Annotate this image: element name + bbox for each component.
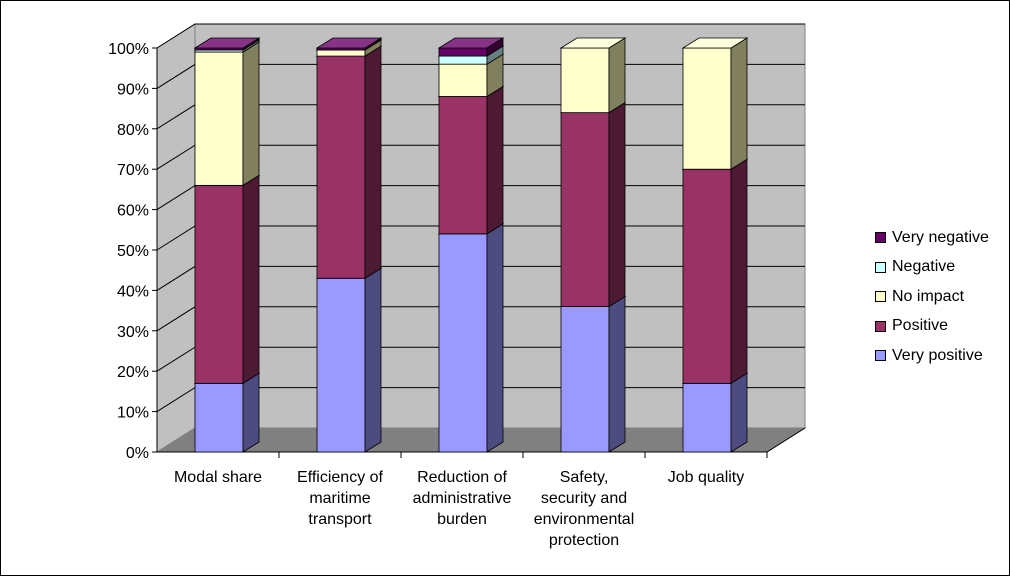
bar-very-positive bbox=[439, 234, 487, 452]
bar-very-negative bbox=[439, 48, 487, 56]
bar-very-positive bbox=[683, 383, 731, 452]
bar-very-positive bbox=[317, 278, 365, 452]
y-tick-label: 30% bbox=[117, 324, 149, 341]
bar-positive-side bbox=[731, 159, 747, 383]
bar-positive-side bbox=[487, 86, 503, 233]
bar-no-impact bbox=[561, 48, 609, 113]
bar-very-positive-side bbox=[243, 373, 259, 452]
legend-item: Very negative bbox=[875, 223, 1010, 253]
bar-negative bbox=[439, 56, 487, 64]
y-tick-label: 20% bbox=[117, 364, 149, 381]
legend-label: Positive bbox=[892, 317, 948, 335]
legend-swatch bbox=[875, 350, 886, 361]
bar-very-positive-side bbox=[487, 224, 503, 452]
legend-swatch bbox=[875, 291, 886, 302]
bar-no-impact bbox=[317, 50, 365, 56]
y-tick-label: 70% bbox=[117, 162, 149, 179]
x-category-label: Efficiency of bbox=[297, 469, 384, 486]
bar-very-positive-side bbox=[609, 297, 625, 452]
bar-positive bbox=[195, 185, 243, 383]
y-tick-label: 40% bbox=[117, 283, 149, 300]
bar-positive bbox=[561, 113, 609, 307]
x-category-label: transport bbox=[308, 511, 372, 528]
y-tick-label: 80% bbox=[117, 122, 149, 139]
bar-positive-side bbox=[365, 46, 381, 278]
legend-swatch bbox=[875, 262, 886, 273]
bar-positive bbox=[439, 96, 487, 233]
legend-label: No impact bbox=[892, 288, 964, 306]
legend-item: Positive bbox=[875, 312, 1010, 342]
legend-item: Very positive bbox=[875, 341, 1010, 371]
bar-no-impact-side bbox=[731, 38, 747, 169]
y-tick-label: 0% bbox=[126, 445, 149, 462]
x-category-label: Job quality bbox=[668, 469, 745, 486]
bar-very-positive-side bbox=[365, 268, 381, 452]
legend-swatch bbox=[875, 232, 886, 243]
bar-no-impact bbox=[439, 64, 487, 96]
legend-label: Negative bbox=[892, 258, 955, 276]
legend: Very negative Negative No impact Positive Ve… bbox=[875, 223, 1010, 371]
y-tick-label: 10% bbox=[117, 405, 149, 422]
x-category-label: maritime bbox=[309, 490, 370, 507]
bar-positive bbox=[683, 169, 731, 383]
x-category-label: protection bbox=[549, 532, 619, 549]
bar-no-impact bbox=[195, 52, 243, 185]
bar-very-positive-side bbox=[731, 373, 747, 452]
bar-positive-side bbox=[243, 175, 259, 383]
legend-item: No impact bbox=[875, 282, 1010, 312]
x-category-label: Reduction of bbox=[417, 469, 507, 486]
bar-very-positive bbox=[195, 383, 243, 452]
bar-very-positive bbox=[561, 307, 609, 452]
legend-label: Very negative bbox=[892, 229, 989, 247]
legend-item: Negative bbox=[875, 253, 1010, 283]
bar-positive bbox=[317, 56, 365, 278]
x-category-label: Modal share bbox=[174, 469, 262, 486]
x-category-label: environmental bbox=[534, 511, 635, 528]
x-category-label: Safety, bbox=[560, 469, 609, 486]
bar-positive-side bbox=[609, 103, 625, 307]
bar-no-impact bbox=[683, 48, 731, 169]
y-tick-label: 60% bbox=[117, 203, 149, 220]
x-category-label: administrative bbox=[413, 490, 512, 507]
legend-label: Very positive bbox=[892, 347, 983, 365]
bar-no-impact-side bbox=[609, 38, 625, 113]
legend-swatch bbox=[875, 321, 886, 332]
y-tick-label: 90% bbox=[117, 81, 149, 98]
bar-no-impact-side bbox=[243, 42, 259, 185]
x-category-label: security and bbox=[541, 490, 627, 507]
y-tick-label: 100% bbox=[108, 41, 149, 58]
y-tick-label: 50% bbox=[117, 243, 149, 260]
x-category-label: burden bbox=[437, 511, 487, 528]
